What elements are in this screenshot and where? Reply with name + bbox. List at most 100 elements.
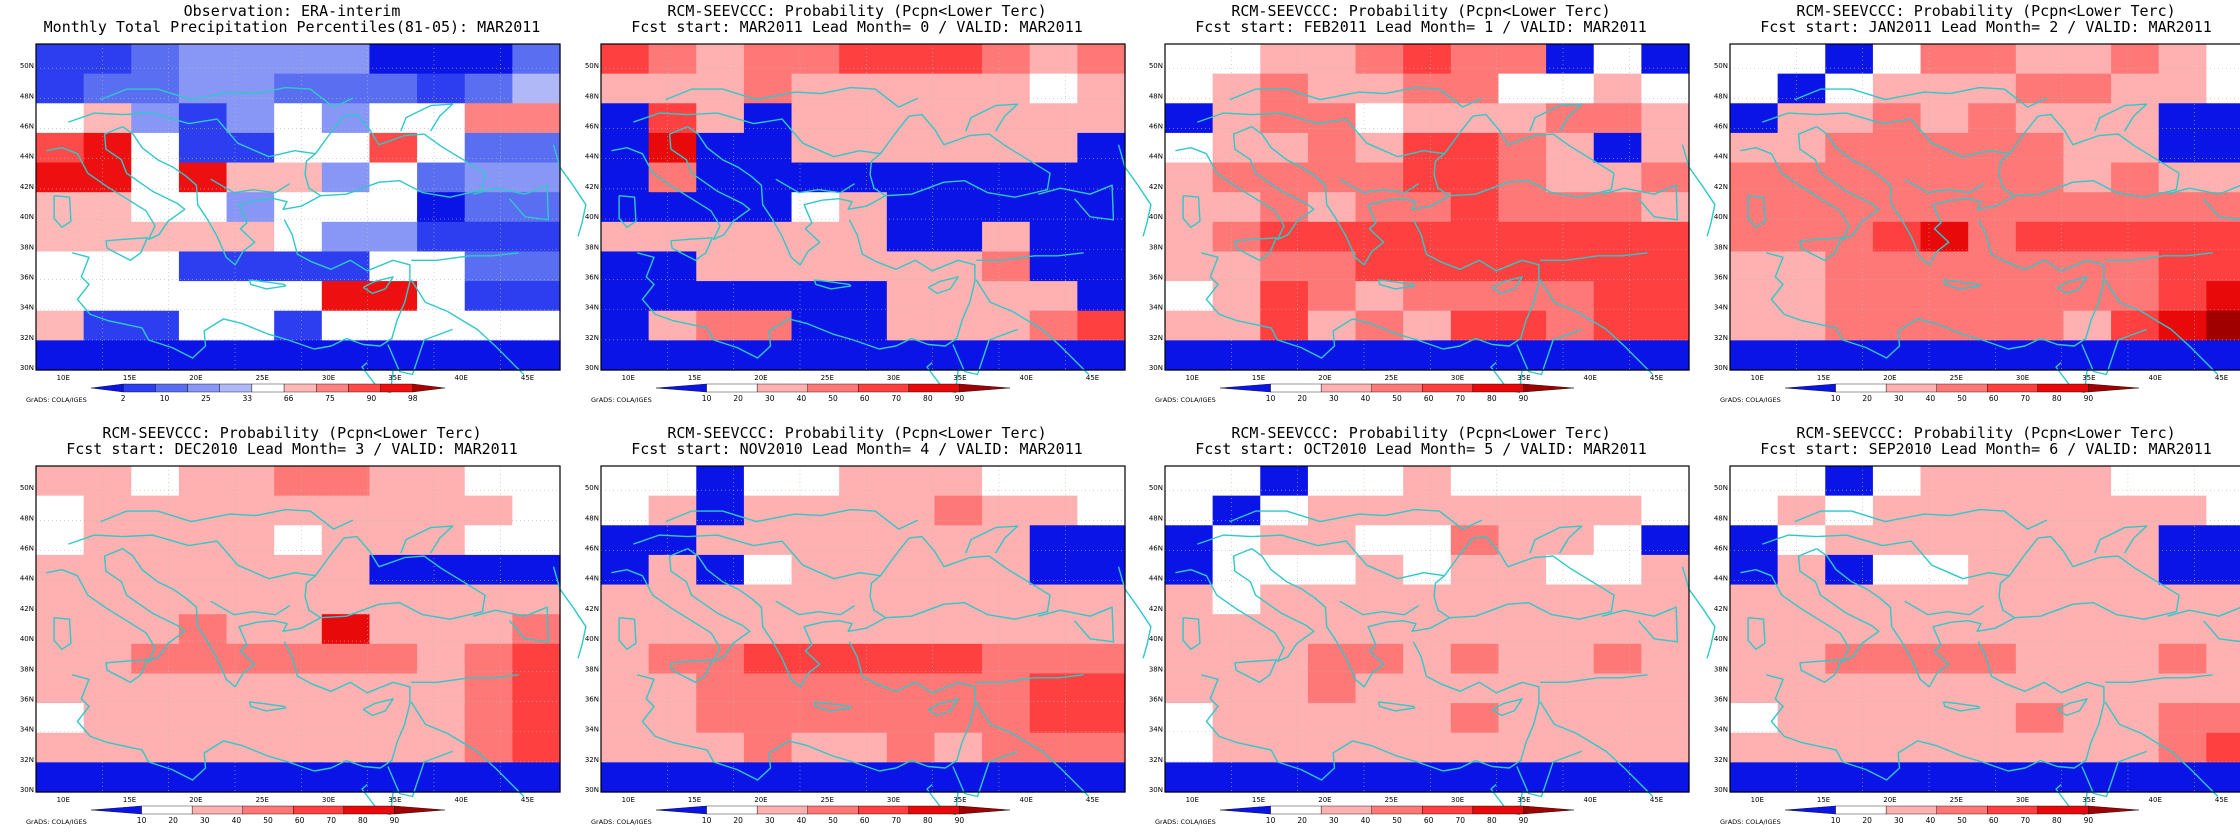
- lat-tick-label: 50N: [585, 62, 599, 70]
- lon-tick-label: 40E: [1020, 796, 1033, 804]
- map-panel: RCM-SEEVCCC: Probability (Pcpn<Lower Ter…: [1714, 2, 2240, 404]
- grid-cell: [1307, 162, 1357, 193]
- lat-tick-label: 46N: [1714, 545, 1728, 553]
- grid-cell: [1165, 340, 1214, 371]
- grid-cell: [886, 614, 936, 645]
- grid-cell: [1593, 73, 1642, 104]
- lon-tick-label: 20E: [754, 374, 767, 382]
- grid-cell: [1968, 221, 2017, 253]
- grid-cell: [2063, 281, 2112, 312]
- lat-tick-label: 32N: [20, 756, 34, 764]
- grid-cell: [512, 73, 561, 104]
- grid-cell: [1968, 132, 2017, 164]
- grid-cell: [2063, 44, 2112, 75]
- grid-cell: [512, 554, 561, 586]
- lat-tick-label: 36N: [20, 695, 34, 703]
- grid-cell: [274, 554, 323, 586]
- grid-cell: [83, 466, 132, 497]
- lat-tick-label: 30N: [585, 364, 599, 372]
- colorbar-label: 40: [1926, 816, 1936, 825]
- colorbar-label: 80: [1487, 394, 1497, 403]
- grid-cell: [2015, 495, 2065, 526]
- grid-cell: [1920, 310, 1969, 341]
- lon-tick-label: 25E: [1385, 796, 1398, 804]
- grid-cell: [36, 162, 85, 193]
- grid-cell: [1968, 703, 2017, 734]
- grid-cell: [1498, 643, 1547, 675]
- grid-cell: [2111, 525, 2160, 556]
- map-gridlines: [36, 44, 560, 370]
- lat-tick-label: 30N: [585, 786, 599, 794]
- colorbar-label: 70: [891, 816, 901, 825]
- grid-cell: [743, 614, 793, 645]
- grid-cell: [1872, 732, 1922, 763]
- grid-cell: [934, 554, 983, 586]
- colorbar-label: 50: [828, 394, 838, 403]
- grid-cell: [2158, 525, 2207, 556]
- colorbar-label: 50: [1392, 816, 1402, 825]
- grid-cell: [1498, 466, 1547, 497]
- grid-cell: [1450, 703, 1500, 734]
- grid-cell: [1307, 732, 1357, 763]
- colorbar-label: 70: [1455, 394, 1465, 403]
- panel-subtitle: Fcst start: DEC2010 Lead Month= 3 / VALI…: [66, 440, 518, 458]
- lon-tick-label: 30E: [2016, 374, 2029, 382]
- grid-cell: [1212, 703, 1261, 734]
- grid-cell: [369, 192, 418, 223]
- grid-cell: [743, 310, 793, 341]
- grid-cell: [648, 44, 697, 75]
- map-panel: RCM-SEEVCCC: Probability (Pcpn<Lower Ter…: [585, 424, 1152, 826]
- grid-cell: [369, 584, 418, 615]
- map-gridlines: [1730, 44, 2240, 370]
- grid-cell: [743, 103, 793, 134]
- grid-cell: [1546, 251, 1595, 282]
- grid-cell: [1546, 703, 1595, 734]
- grid-cell: [1968, 732, 2017, 763]
- grid-cell: [1355, 44, 1404, 75]
- colorbar: 10 20 30 40 50 60 70 80 90: [1219, 805, 1575, 825]
- grid-cell: [2158, 554, 2207, 586]
- grid-cell: [464, 525, 513, 556]
- grid-cell: [1307, 466, 1357, 497]
- grid-cell: [696, 281, 745, 312]
- grid-cell: [1777, 495, 1826, 526]
- map-gridlines: [601, 44, 1125, 370]
- grid-cell: [417, 162, 466, 193]
- grid-cell: [2015, 525, 2065, 556]
- grid-cell: [226, 673, 275, 704]
- grid-cell: [1872, 103, 1922, 134]
- grid-cell: [1307, 554, 1357, 586]
- grid-cell: [2111, 466, 2160, 497]
- grid-cell: [1641, 73, 1690, 104]
- grid-cell: [83, 221, 132, 253]
- grid-cell: [274, 310, 323, 341]
- lon-tick-label: 25E: [256, 796, 269, 804]
- grid-cell: [1872, 525, 1922, 556]
- grid-cell: [791, 103, 840, 134]
- grid-cell: [743, 281, 793, 312]
- lat-tick-label: 34N: [20, 304, 34, 312]
- grid-cell: [1546, 44, 1595, 75]
- grid-cell: [743, 44, 793, 75]
- grid-cell: [1307, 132, 1357, 164]
- grid-cell: [2206, 762, 2240, 793]
- grid-cell: [1777, 251, 1826, 282]
- grid-cell: [1546, 103, 1595, 134]
- grid-cell: [1730, 251, 1779, 282]
- grid-cell: [1450, 281, 1500, 312]
- grid-cell: [648, 643, 697, 675]
- grid-cell: [131, 762, 180, 793]
- grid-cell: [2206, 251, 2240, 282]
- lat-tick-label: 40N: [20, 213, 34, 221]
- grid-cell: [417, 643, 466, 675]
- grid-cell: [2015, 221, 2065, 253]
- grid-cell: [1077, 584, 1126, 615]
- grid-cell: [791, 466, 840, 497]
- grid-cell: [2111, 673, 2160, 704]
- grid-cell: [464, 643, 513, 675]
- grid-cell: [1777, 44, 1826, 75]
- grid-cell: [512, 132, 561, 164]
- colorbar-label: 20: [1297, 816, 1307, 825]
- grid-cell: [83, 44, 132, 75]
- grid-cell: [934, 762, 983, 793]
